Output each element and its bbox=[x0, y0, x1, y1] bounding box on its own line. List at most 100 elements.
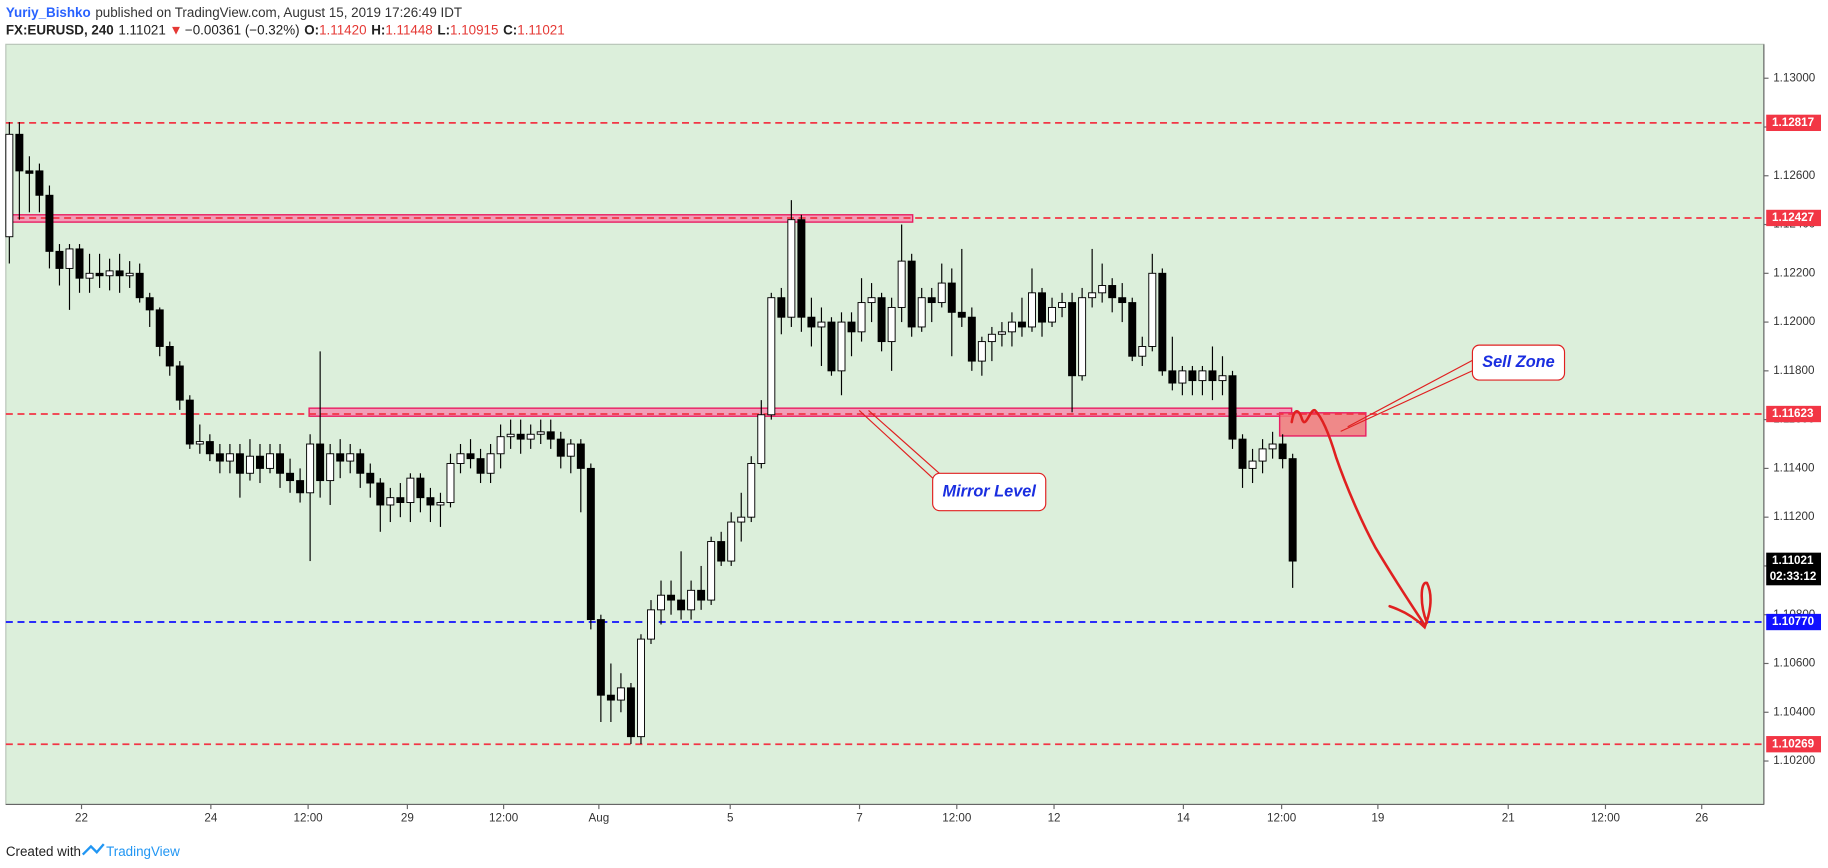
candle-body bbox=[817, 321, 826, 328]
level-badge bbox=[1766, 209, 1822, 227]
y-tick-label: 1.11800 bbox=[1773, 364, 1815, 377]
candle-body bbox=[857, 302, 866, 333]
candle-body bbox=[456, 453, 465, 464]
candle-body bbox=[1038, 292, 1046, 323]
candle-body bbox=[225, 453, 234, 462]
candle-body bbox=[366, 472, 375, 484]
candle-body bbox=[15, 133, 24, 172]
y-tick-label: 1.10400 bbox=[1773, 705, 1816, 718]
candle-body bbox=[827, 321, 836, 372]
candle-body bbox=[546, 431, 555, 440]
mirror-level-text: Mirror Level bbox=[943, 482, 1037, 500]
callout-pointer bbox=[1340, 370, 1473, 432]
candle-body bbox=[446, 463, 455, 504]
o-label: O: bbox=[304, 22, 319, 37]
x-tick-label: 19 bbox=[1371, 812, 1384, 825]
x-tick-label: 24 bbox=[204, 812, 217, 825]
candle-body bbox=[496, 436, 505, 455]
y-tick-label: 1.11200 bbox=[1773, 510, 1815, 523]
candle-body bbox=[426, 497, 435, 506]
l-value: 1.10915 bbox=[450, 22, 498, 37]
candle-body bbox=[697, 589, 706, 601]
x-tick-label: 29 bbox=[401, 812, 414, 825]
candle-body bbox=[235, 453, 244, 474]
candle-body bbox=[797, 219, 806, 318]
x-tick-label: 12:00 bbox=[1267, 812, 1297, 825]
candle-body bbox=[175, 365, 184, 401]
candle-body bbox=[677, 599, 686, 611]
candle-body bbox=[195, 441, 204, 445]
level-label: 1.12427 bbox=[1772, 211, 1814, 224]
x-tick-label: 12:00 bbox=[294, 812, 324, 825]
o-value: 1.11420 bbox=[319, 22, 366, 37]
candle-body bbox=[65, 248, 74, 269]
symbol: FX:EURUSD, 240 bbox=[6, 22, 114, 37]
candle-body bbox=[55, 250, 64, 269]
level-badge bbox=[1766, 613, 1822, 631]
candle-body bbox=[1078, 297, 1087, 377]
level-label: 1.10770 bbox=[1772, 615, 1814, 628]
candle-body bbox=[1268, 443, 1277, 450]
candle-body bbox=[1128, 302, 1137, 357]
candle-body bbox=[977, 341, 986, 362]
candle-body bbox=[406, 477, 415, 504]
candle-body bbox=[556, 438, 565, 457]
x-tick-label: 7 bbox=[856, 812, 862, 825]
candle-body bbox=[45, 194, 54, 252]
candle-body bbox=[757, 414, 766, 464]
candle-body bbox=[165, 346, 174, 367]
candle-body bbox=[5, 133, 14, 238]
candle-body bbox=[647, 609, 655, 640]
candle-body bbox=[1058, 302, 1067, 308]
candle-body bbox=[346, 453, 355, 462]
y-tick-label: 1.10200 bbox=[1773, 754, 1816, 767]
published: published on TradingView.com, August 15,… bbox=[95, 4, 462, 19]
candle-body bbox=[737, 516, 746, 523]
candle-body bbox=[997, 331, 1006, 335]
overlay: Mirror Level Sell Zone bbox=[858, 344, 1566, 630]
level-badge bbox=[1766, 114, 1822, 132]
countdown-label: 02:33:12 bbox=[1770, 570, 1817, 583]
level-badge bbox=[1766, 405, 1822, 423]
level-label: 1.11623 bbox=[1772, 407, 1814, 420]
candle-body bbox=[667, 594, 676, 601]
y-tick-label: 1.12600 bbox=[1773, 169, 1816, 182]
y-tick-label: 1.13000 bbox=[1773, 71, 1816, 84]
candle-body bbox=[185, 399, 194, 445]
candle-body bbox=[155, 309, 164, 347]
candle-body bbox=[135, 272, 144, 299]
mirror-level-callout bbox=[932, 472, 1047, 512]
candle-body bbox=[1208, 370, 1217, 382]
candle-body bbox=[616, 687, 625, 701]
x-tick-label: 26 bbox=[1695, 812, 1708, 825]
candle-body bbox=[636, 638, 645, 738]
footer-brand[interactable]: TradingView bbox=[106, 844, 180, 859]
candle-body bbox=[256, 455, 264, 469]
h-value: 1.11448 bbox=[385, 22, 432, 37]
candle-body bbox=[1168, 370, 1177, 384]
candle-body bbox=[777, 297, 786, 318]
candle-body bbox=[1098, 285, 1107, 294]
candle-body bbox=[105, 270, 114, 277]
candle-body bbox=[566, 443, 575, 457]
x-tick-label: 21 bbox=[1502, 812, 1515, 825]
level-label: 1.12817 bbox=[1772, 116, 1814, 129]
candle-body bbox=[125, 272, 134, 277]
author[interactable]: Yuriy_Bishko bbox=[6, 4, 91, 19]
candle-body bbox=[1218, 375, 1227, 382]
candle-body bbox=[1007, 321, 1016, 333]
tradingview-logo bbox=[81, 843, 105, 856]
candle-body bbox=[266, 453, 274, 469]
l-label: L: bbox=[437, 22, 450, 37]
candle-body bbox=[1288, 458, 1297, 562]
c-value: 1.11021 bbox=[517, 22, 564, 37]
candle-body bbox=[376, 482, 385, 506]
candle-body bbox=[506, 433, 515, 438]
candle-body bbox=[1258, 448, 1267, 462]
candle-body bbox=[987, 333, 996, 343]
candle-body bbox=[115, 270, 124, 277]
candle-body bbox=[957, 311, 966, 318]
candle-body bbox=[727, 521, 736, 562]
candle-body bbox=[947, 282, 956, 313]
candle-body bbox=[707, 541, 716, 601]
